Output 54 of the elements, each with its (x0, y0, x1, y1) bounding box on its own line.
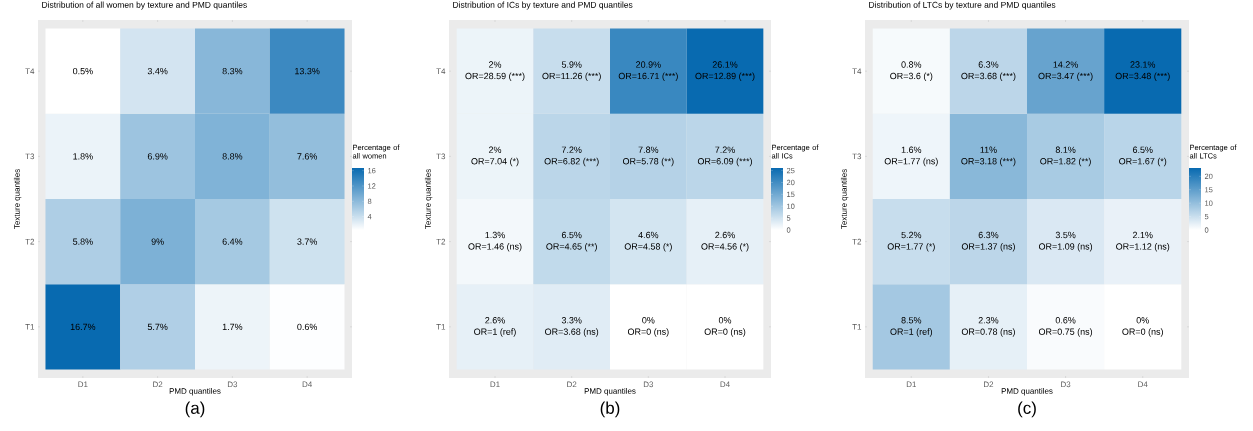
data-label: 8.5% OR=1 (ref) (890, 317, 933, 337)
chart-title: Distribution of ICs by texture and PMD quantiles (453, 1, 633, 10)
data-label: 3.4% (147, 67, 168, 75)
data-label: 1.6% OR=1.77 (ns) (884, 146, 938, 167)
data-label: 6.9% (147, 153, 168, 160)
data-label: 0% OR=0 (ns) (704, 317, 746, 337)
data-label: 2.6% OR=4.56 (*) (701, 231, 749, 252)
data-label: 7.8% OR=5.78 (**) (622, 146, 674, 167)
data-label: 2.1% OR=1.12 (ns) (1116, 231, 1170, 252)
data-label: 14.2% OR=3.47 (***) (1038, 61, 1093, 81)
data-label: 4.6% OR=4.58 (*) (624, 231, 672, 252)
data-label: 8.3% (222, 67, 243, 75)
data-label: 5.2% OR=1.77 (*) (887, 231, 935, 252)
data-label: 20.9% OR=16.71 (***) (618, 61, 678, 81)
data-label: 0.6% OR=0.75 (ns) (1038, 317, 1093, 337)
data-label: 5.7% (147, 323, 168, 331)
data-label: 1.8% (73, 153, 93, 160)
data-label: 0.8% OR=3.6 (*) (890, 61, 933, 81)
text: (c) (1018, 401, 1036, 418)
data-label: 23.1% OR=3.48 (***) (1115, 61, 1170, 81)
data-label: 3.5% OR=1.09 (ns) (1038, 231, 1093, 252)
text: (a) (185, 401, 205, 418)
data-label: 6.5% OR=4.65 (**) (546, 231, 597, 252)
data-label: 0.5% (72, 67, 93, 75)
data-label: 0.6% (297, 323, 318, 331)
data-label: 1.7% (222, 323, 243, 330)
data-label: 7.6% (297, 153, 318, 160)
data-label: 6.3% OR=1.37 (ns) (961, 231, 1015, 252)
data-label: 16.7% (70, 323, 96, 331)
data-label: 2.3% OR=0.78 (ns) (961, 317, 1015, 337)
data-label: 5.8% (73, 238, 93, 245)
data-label: 7.2% OR=6.82 (***) (544, 146, 599, 167)
data-label: 2.6% OR=1 (ref) (474, 317, 516, 337)
data-label: 7.2% OR=6.09 (***) (697, 146, 752, 167)
data-label: 2% OR=28.59 (***) (465, 61, 525, 81)
data-label: 6.3% OR=3.68 (***) (961, 61, 1016, 81)
data-label: 3.7% (297, 238, 318, 245)
data-label: 11% OR=3.18 (***) (961, 146, 1016, 167)
data-label: 5.9% OR=11.26 (***) (542, 61, 601, 81)
data-label: 3.3% OR=3.68 (ns) (545, 317, 599, 337)
data-label: 8.1% OR=1.82 (**) (1040, 146, 1091, 167)
data-label: 2% OR=7.04 (*) (471, 146, 519, 167)
data-label: 6.5% OR=1.67 (*) (1119, 146, 1167, 167)
data-label: 13.3% (295, 67, 320, 75)
data-label: 0% OR=0 (ns) (1122, 317, 1163, 337)
data-label: 26.1% OR=12.89 (***) (695, 61, 755, 81)
data-label: 0% OR=0 (ns) (627, 317, 669, 337)
text: (b) (600, 401, 620, 418)
data-label: 6.4% (222, 238, 243, 245)
chart-title: Distribution of all women by texture and PMD quantiles (42, 1, 247, 10)
data-label: 9% (151, 238, 164, 245)
data-label: 8.8% (222, 153, 243, 160)
chart-title: Distribution of LTCs by texture and PMD quantiles (869, 1, 1056, 10)
data-label: 1.3% OR=1.46 (ns) (468, 231, 522, 252)
